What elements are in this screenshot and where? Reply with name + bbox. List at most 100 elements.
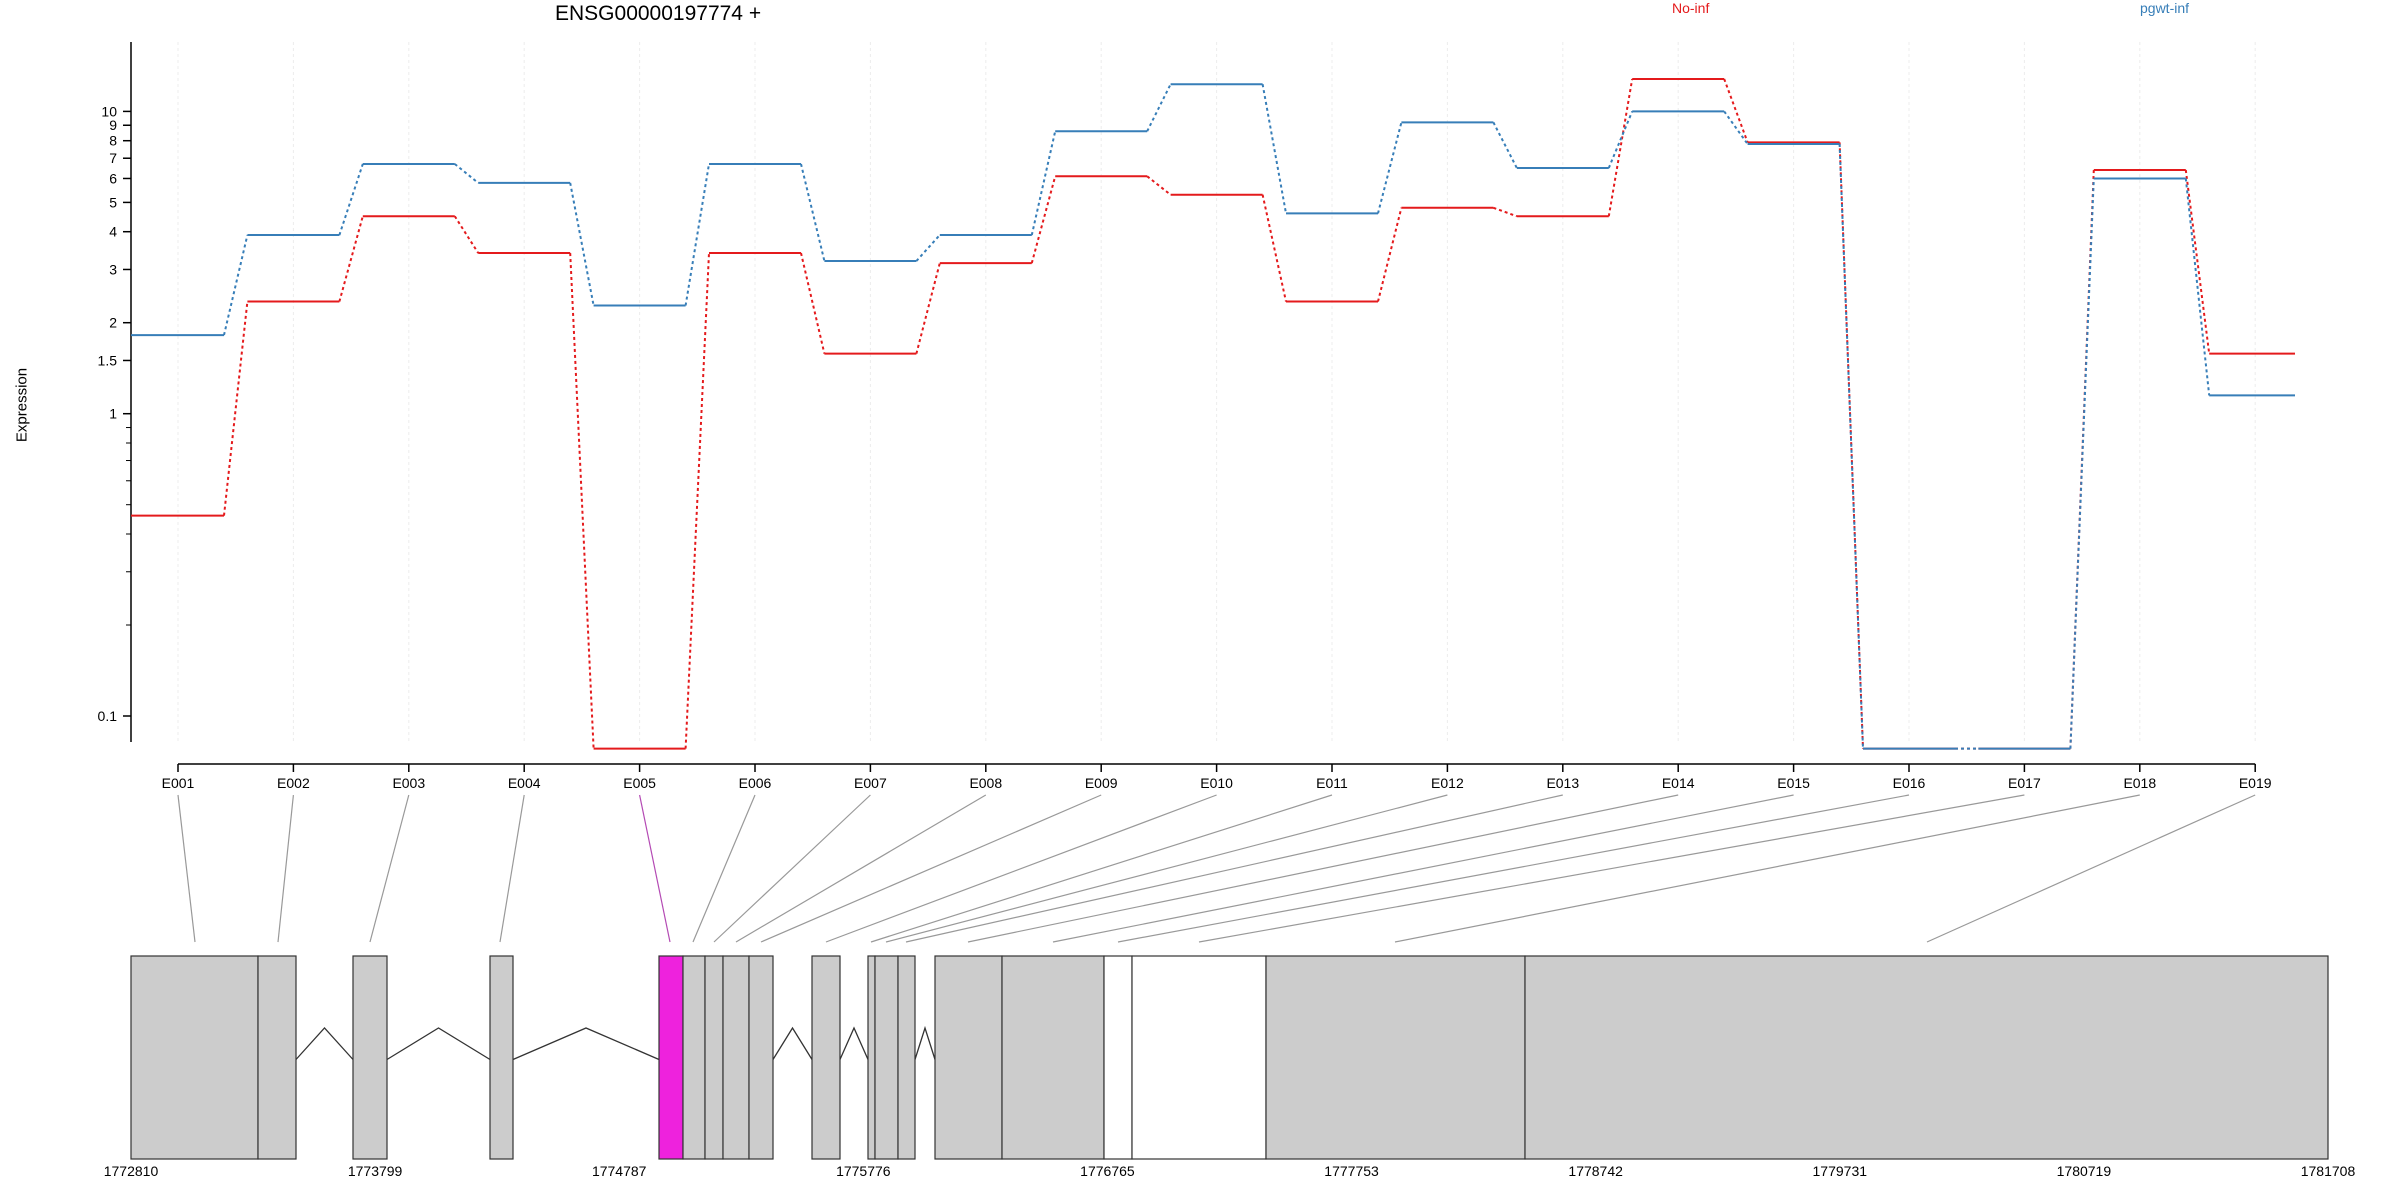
exon-block <box>722 955 750 1160</box>
exon-block <box>867 955 876 1160</box>
series-2-connector <box>1146 83 1172 132</box>
series-2-connector <box>1030 130 1057 236</box>
series-1-connector <box>684 252 710 749</box>
series-2-connector <box>1261 84 1287 214</box>
genome-coordinate-label: 1772810 <box>104 1163 159 1179</box>
intron-line <box>295 1027 354 1060</box>
genome-coordinate-label: 1781708 <box>2301 1163 2356 1179</box>
exon-block <box>257 955 297 1160</box>
exon-connector <box>1117 794 1910 943</box>
series-2-connector <box>684 163 710 306</box>
legend-series-2: pgwt-inf <box>2140 0 2190 16</box>
exon-block <box>1103 955 1133 1160</box>
exon-connector <box>870 794 1333 943</box>
y-tick-label: 1.5 <box>98 352 118 368</box>
series-2-connector <box>915 234 941 262</box>
series-1-connector <box>1377 207 1403 302</box>
x-tick-label: E002 <box>277 775 310 791</box>
exon-block <box>489 955 514 1160</box>
series-2-connector <box>2069 178 2095 749</box>
series-1-connector <box>1607 78 1634 217</box>
exon-block <box>811 955 841 1160</box>
genome-coordinate-label: 1779731 <box>1813 1163 1868 1179</box>
series-2-connector <box>338 163 364 236</box>
exon-connector <box>1052 794 1794 943</box>
genome-coordinate-label: 1774787 <box>592 1163 647 1179</box>
x-tick-label: E017 <box>2008 775 2041 791</box>
exon-block <box>352 955 388 1160</box>
intron-line <box>914 1025 936 1060</box>
series-1-connector <box>1723 78 1749 143</box>
intron-line <box>772 1026 813 1060</box>
y-tick-label: 0.1 <box>98 708 118 724</box>
series-2-connector <box>1607 111 1634 169</box>
series-2-connector <box>2184 178 2211 396</box>
x-tick-label: E008 <box>969 775 1002 791</box>
chart-title: ENSG00000197774 + <box>555 2 762 25</box>
exon-connector <box>499 794 525 943</box>
x-tick-label: E011 <box>1316 775 1348 791</box>
exon-block <box>130 955 259 1160</box>
series-1-connector <box>1261 194 1287 302</box>
series-2-connector <box>223 234 249 336</box>
exon-connector <box>760 794 1102 943</box>
exon-connector <box>1394 794 2140 943</box>
exon-block <box>934 955 1003 1160</box>
series-1-connector <box>1838 142 1864 749</box>
intron-line <box>386 1027 491 1061</box>
exon-connector <box>639 794 671 943</box>
y-tick-label: 2 <box>109 315 117 331</box>
intron-line <box>512 1027 660 1061</box>
exon-block <box>1524 955 2329 1160</box>
series-1-connector <box>453 215 480 254</box>
exon-connector <box>735 794 987 943</box>
series-1-connector <box>1030 176 1057 264</box>
series-1-connector <box>1146 175 1172 196</box>
series-1-connector <box>569 252 595 749</box>
exon-block <box>704 955 724 1160</box>
series-1-connector <box>338 215 364 302</box>
y-tick-label: 4 <box>109 224 117 240</box>
exon-block <box>874 955 899 1160</box>
series-2-connector <box>1838 143 1864 749</box>
genome-coordinate-label: 1776765 <box>1080 1163 1135 1179</box>
y-tick-label: 10 <box>101 103 117 119</box>
exon-block <box>748 955 774 1160</box>
exon-connector <box>885 794 1448 943</box>
intron-line <box>839 1026 869 1060</box>
series-2-connector <box>1377 122 1403 214</box>
exon-connector <box>177 794 196 943</box>
series-1-connector <box>800 252 826 354</box>
y-tick-label: 3 <box>109 261 117 277</box>
series-2-connector <box>1723 110 1749 145</box>
legend-series-1: No-inf <box>1672 0 1710 16</box>
series-1-connector <box>915 262 941 354</box>
exon-connector <box>967 794 1679 943</box>
series-1-connector <box>223 301 249 516</box>
x-tick-label: E004 <box>508 775 541 791</box>
exon-block <box>1131 955 1267 1160</box>
series-2-connector <box>1492 121 1518 169</box>
exon-connector <box>825 794 1217 943</box>
series-1-connector <box>1493 206 1518 218</box>
y-tick-label: 1 <box>109 406 117 422</box>
y-tick-label: 5 <box>109 194 117 210</box>
x-tick-label: E012 <box>1431 775 1464 791</box>
exon-block <box>1265 955 1526 1160</box>
series-2-connector <box>569 182 595 306</box>
exon-block <box>1001 955 1105 1160</box>
x-tick-label: E001 <box>162 775 195 791</box>
x-tick-label: E013 <box>1546 775 1579 791</box>
x-tick-label: E018 <box>2123 775 2156 791</box>
series-2-connector <box>800 163 826 262</box>
exon-connector <box>1198 794 2025 943</box>
y-tick-label: 6 <box>109 170 117 186</box>
series-2-connector <box>454 163 479 184</box>
exon-block <box>682 955 706 1160</box>
exon-block <box>897 955 916 1160</box>
genome-coordinate-label: 1773799 <box>348 1163 403 1179</box>
y-tick-label: 9 <box>109 117 117 133</box>
exon-connector <box>1926 794 2256 943</box>
series-1-connector <box>2184 169 2211 354</box>
